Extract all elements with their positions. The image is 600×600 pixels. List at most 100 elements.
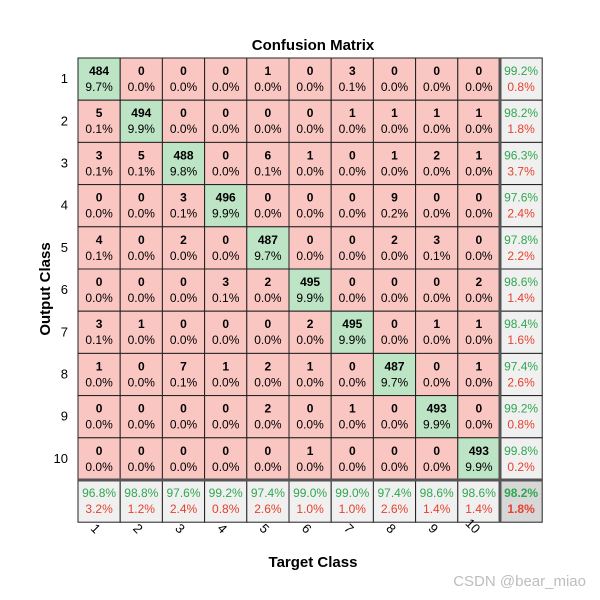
cell-percent: 0.0% [212,418,240,432]
cell-percent: 0.0% [381,249,409,263]
summary-correct: 99.8% [504,444,538,458]
matrix-cell: 1 0.0% [372,141,417,186]
cell-count: 0 [222,64,229,78]
cell-count: 0 [349,275,356,289]
cell-percent: 0.1% [85,333,113,347]
cell-background [372,310,417,354]
matrix-cell: 1 0.0% [457,352,501,397]
cell-percent: 9.8% [170,164,198,178]
column-summary-cell: 97.4% 2.6% [246,479,290,523]
y-tick-label: 7 [61,324,68,339]
cell-count: 0 [138,191,145,205]
cell-count: 2 [265,359,272,373]
matrix-cell: 3 0.1% [77,141,121,186]
cell-background [330,395,374,439]
cell-background [330,310,374,354]
cell-background [119,226,163,270]
cell-count: 0 [433,191,440,205]
summary-correct: 99.2% [504,402,538,416]
cell-background [204,310,248,354]
matrix-cell: 0 0.0% [288,184,332,228]
cell-background [457,310,501,354]
cell-count: 1 [138,317,145,331]
cell-percent: 0.0% [296,80,324,94]
cell-background [246,268,290,312]
matrix-cell: 0 0.0% [288,99,332,143]
cell-background [77,395,121,439]
cell-count: 0 [180,64,187,78]
cell-percent: 0.1% [339,80,367,94]
matrix-cell: 0 0.0% [161,57,206,101]
cell-background [415,310,459,354]
cell-count: 495 [342,317,362,331]
cell-percent: 0.0% [128,460,156,474]
matrix-cell: 0 0.0% [415,352,459,397]
y-tick-label: 9 [61,409,68,424]
y-tick-label: 3 [61,156,68,171]
matrix-cell: 1 0.0% [330,99,374,143]
cell-background [77,141,121,186]
matrix-cell: 0 0.0% [288,226,332,270]
matrix-cell: 1 0.0% [372,99,417,143]
cell-count: 3 [180,191,187,205]
matrix-cell: 0 0.0% [330,226,374,270]
cell-percent: 0.0% [254,418,282,432]
cell-percent: 0.1% [85,164,113,178]
cell-background [119,57,163,101]
cell-count: 487 [258,233,278,247]
cell-percent: 0.0% [170,122,198,136]
matrix-cell: 6 0.1% [246,141,290,186]
cell-background [415,141,459,186]
cell-percent: 0.0% [381,164,409,178]
cell-percent: 0.0% [339,375,367,389]
cell-percent: 0.0% [212,249,240,263]
cell-background [119,141,163,186]
summary-correct: 96.3% [504,148,538,162]
cell-background [204,268,248,312]
matrix-cell: 1 0.0% [246,57,290,101]
summary-correct: 98.6% [462,486,496,500]
matrix-cell: 0 0.0% [77,395,121,439]
summary-correct: 98.8% [124,486,158,500]
matrix-cell: 0 0.0% [246,437,290,481]
cell-count: 0 [433,275,440,289]
cell-percent: 9.7% [254,249,282,263]
summary-wrong: 1.0% [339,502,367,516]
cell-percent: 0.0% [339,122,367,136]
matrix-cell: 0 0.0% [119,437,163,481]
summary-background [499,437,543,481]
cell-count: 0 [180,317,187,331]
cell-count: 0 [96,191,103,205]
cell-count: 0 [307,106,314,120]
cell-percent: 0.0% [423,80,451,94]
matrix-cell: 1 0.0% [415,99,459,143]
cell-count: 0 [307,233,314,247]
cell-background [77,268,121,312]
cell-percent: 0.1% [128,164,156,178]
cell-background [288,352,332,397]
cell-count: 494 [131,106,151,120]
x-tick-label: 6 [299,521,315,537]
cell-background [288,226,332,270]
cell-percent: 0.0% [465,333,493,347]
summary-correct: 97.4% [504,359,538,373]
cell-background [415,99,459,143]
cell-count: 0 [180,106,187,120]
matrix-cell: 0 0.0% [77,268,121,312]
y-tick-label: 8 [61,367,68,382]
cell-percent: 0.1% [85,122,113,136]
matrix-cell: 0 0.0% [119,226,163,270]
summary-wrong: 1.4% [507,291,535,305]
cell-count: 1 [307,148,314,162]
cell-background [288,57,332,101]
x-tick-label: 7 [341,521,357,537]
column-summary-cell: 98.6% 1.4% [457,479,501,523]
summary-wrong: 0.2% [507,460,535,474]
cell-background [288,268,332,312]
cell-percent: 0.0% [170,333,198,347]
matrix-cell: 493 9.9% [457,437,501,481]
matrix-cell: 0 0.0% [119,57,163,101]
cell-count: 496 [216,191,236,205]
row-summary-cell: 98.2% 1.8% [499,99,543,143]
